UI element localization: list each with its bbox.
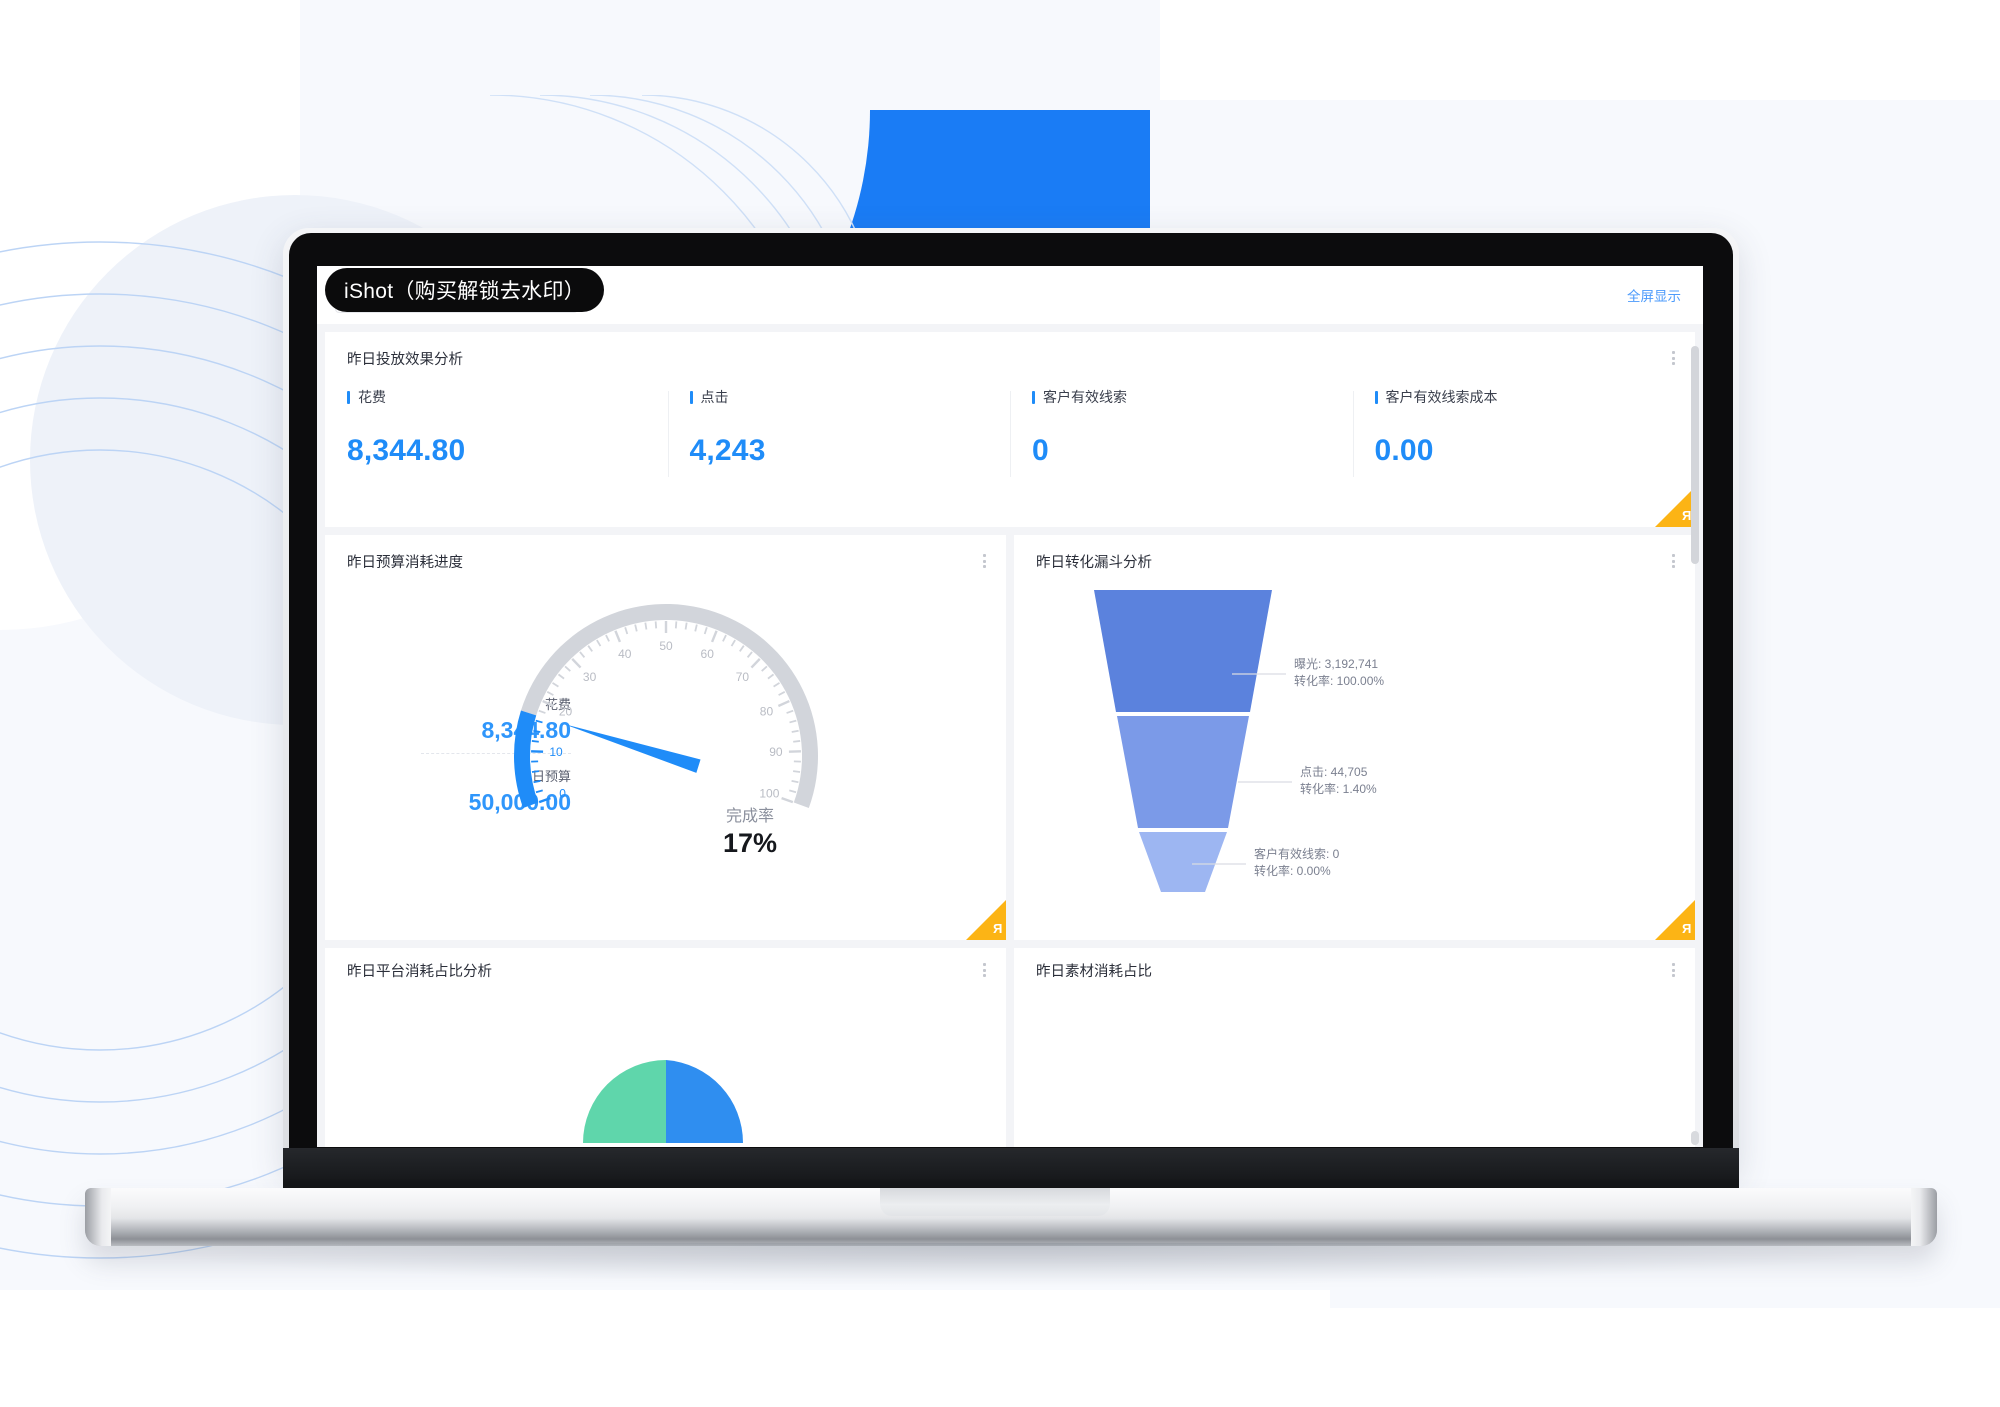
gauge-card-title: 昨日预算消耗进度 [347,555,463,571]
kpi-label: 客户有效线索成本 [1385,389,1498,405]
pie-slice-0 [582,1060,666,1143]
laptop-base-shadow [120,1243,1910,1285]
gauge-tick-label: 30 [583,670,597,684]
gauge-legend-label: 日预算 [531,769,571,784]
dashboard-app: iShot（购买解锁去水印） 全屏显示 昨日投放效果分析 花费 [317,266,1703,1147]
gauge-tick-label: 10 [549,745,563,759]
kpi-item-lead-cost: 客户有效线索成本 0.00 [1352,387,1696,477]
laptop-base-edge-right [1911,1188,1937,1246]
watermark-glyph: R [992,921,1002,936]
gauge-svg: 0 10 20 30 40 50 60 70 80 90 100 [514,604,818,808]
kpi-item-spend: 花费 8,344.80 [325,387,668,468]
watermark-triangle [1655,900,1695,940]
funnel-card: 昨日转化漏斗分析 [1014,535,1695,940]
kpi-label: 客户有效线索 [1043,389,1127,405]
platform-share-card: 昨日平台消耗占比分析 [325,948,1006,1147]
bottom-chart-row: 昨日平台消耗占比分析 昨日素材消耗占比 [325,948,1695,1147]
laptop-base-notch [880,1188,1110,1216]
funnel-label-0: 曝光: 3,192,741 转化率: 100.00% [1294,656,1384,691]
more-vertical-icon[interactable] [983,554,986,568]
scrollbar-thumb-secondary[interactable] [1691,1131,1699,1145]
funnel-stage-rate-2: 转化率: 0.00% [1254,864,1331,879]
gauge-tick-label: 0 [559,787,566,801]
funnel-stage-value-2: 客户有效线索: 0 [1254,847,1340,861]
creative-share-card-title: 昨日素材消耗占比 [1036,964,1152,980]
funnel-stage-2 [1139,832,1227,892]
gauge-tick-label: 90 [769,745,783,759]
funnel-card-title: 昨日转化漏斗分析 [1036,555,1152,571]
gauge-tick-label: 20 [559,704,573,718]
gauge-tick-label: 80 [760,704,774,718]
kpi-label-wrap: 客户有效线索成本 [1374,387,1696,407]
gauge-tick-label: 60 [701,647,715,661]
ishot-watermark-pill: iShot（购买解锁去水印） [325,268,605,312]
accent-bar-icon [347,390,350,404]
watermark-glyph: R [1681,921,1691,936]
funnel-chart: 曝光: 3,192,741 转化率: 100.00% 点击: 44,705 转化… [1014,572,1695,912]
funnel-stage-rate-1: 转化率: 1.40% [1300,782,1377,797]
laptop-hinge [283,1148,1739,1190]
pie-chart-peek [582,1060,743,1143]
bg-white-panel-top-right [1160,0,2000,100]
fullscreen-link[interactable]: 全屏显示 [1627,289,1681,304]
kpi-label-wrap: 花费 [347,387,668,407]
scrollbar-track[interactable] [1691,334,1701,1147]
kpi-label: 花费 [358,389,386,405]
laptop-screen: iShot（购买解锁去水印） 全屏显示 昨日投放效果分析 花费 [317,266,1703,1147]
platform-share-card-title: 昨日平台消耗占比分析 [347,964,492,980]
kpi-value: 8,344.80 [347,434,466,467]
more-vertical-icon[interactable] [1672,963,1675,977]
kpi-item-clicks: 点击 4,243 [667,387,1011,477]
kpi-card-title: 昨日投放效果分析 [347,352,463,368]
kpi-label-wrap: 客户有效线索 [1032,387,1353,407]
kpi-value: 0.00 [1374,434,1434,467]
accent-bar-icon [1032,390,1035,404]
bg-white-panel-bottom-right [1330,1308,2000,1407]
funnel-svg [1094,590,1292,892]
funnel-label-1: 点击: 44,705 转化率: 1.40% [1300,764,1377,799]
creative-share-card: 昨日素材消耗占比 [1014,948,1695,1147]
legend-divider [421,753,571,754]
gauge-card: 昨日预算消耗进度 花费 8,344.80 [325,535,1006,940]
gauge-center-value: 17% [722,828,778,858]
bg-white-panel-bottom [0,1290,1330,1407]
watermark-triangle [966,900,1006,940]
more-vertical-icon[interactable] [1672,351,1675,365]
gauge-needle [562,723,701,773]
app-topbar: iShot（购买解锁去水印） 全屏显示 [317,266,1703,324]
pie-slice-1 [665,1060,743,1143]
more-vertical-icon[interactable] [1672,554,1675,568]
funnel-stage-value-1: 点击: 44,705 [1300,765,1368,779]
watermark-glyph: R [1681,508,1691,523]
laptop-base-edge-left [85,1188,111,1246]
funnel-label-2: 客户有效线索: 0 转化率: 0.00% [1254,846,1339,881]
gauge-chart: 花费 8,344.80 日预算 50,000.00 [325,572,1006,912]
more-vertical-icon[interactable] [983,963,986,977]
watermark-triangle [1655,487,1695,527]
funnel-stage-0 [1094,590,1272,712]
kpi-item-leads: 客户有效线索 0 [1010,387,1353,477]
gauge-center-label: 完成率 [725,808,774,825]
kpi-value: 0 [1032,434,1049,467]
kpi-label: 点击 [700,389,729,405]
funnel-stage-value-0: 曝光: 3,192,741 [1294,657,1379,671]
accent-bar-icon [689,390,693,404]
kpi-label-wrap: 点击 [689,387,1011,407]
scrollbar-thumb[interactable] [1691,346,1699,564]
gauge-tick-label: 100 [759,787,779,801]
kpi-card: 昨日投放效果分析 花费 8,344.80 [325,332,1695,527]
funnel-stage-1 [1117,716,1249,828]
gauge-tick-label: 40 [618,647,632,661]
accent-bar-icon [1374,390,1378,404]
gauge-legend-label: 花费 [544,697,571,712]
chart-row: 昨日预算消耗进度 花费 8,344.80 [325,535,1695,940]
gauge-tick-label: 50 [659,639,673,653]
gauge-tick-label: 70 [736,670,750,684]
dashboard-content: 昨日投放效果分析 花费 8,344.80 [317,324,1703,1147]
kpi-value: 4,243 [689,434,766,467]
kpi-row: 花费 8,344.80 点击 4,243 [325,369,1696,477]
funnel-stage-rate-0: 转化率: 100.00% [1294,674,1385,689]
